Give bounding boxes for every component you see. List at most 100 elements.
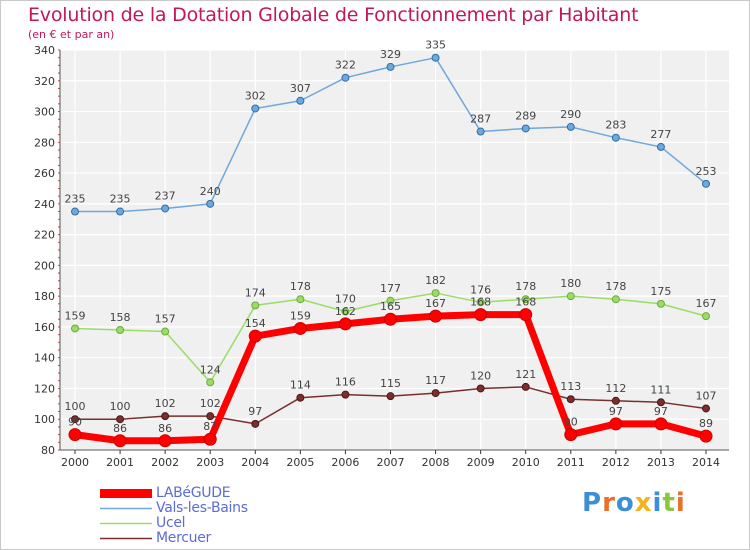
data-point-mercuer[interactable]: [161, 412, 170, 421]
data-point-vals-les-bains[interactable]: [611, 133, 620, 142]
data-point-vals-les-bains[interactable]: [71, 207, 79, 216]
logo-letter: i: [652, 488, 663, 518]
data-point-mercuer[interactable]: [341, 390, 350, 399]
data-point-vals-les-bains[interactable]: [341, 73, 350, 82]
data-point-labegude[interactable]: [474, 308, 488, 322]
data-label-mercuer: 97: [248, 405, 262, 418]
data-label-mercuer: 121: [515, 368, 536, 381]
data-point-labegude[interactable]: [519, 308, 533, 322]
legend-item-vals-les-bains[interactable]: Vals-les-Bains: [100, 501, 248, 516]
data-label-labegude: 168: [470, 296, 491, 309]
data-label-labegude: 90: [564, 416, 578, 429]
data-label-mercuer: 120: [470, 369, 491, 382]
data-point-ucel[interactable]: [611, 295, 620, 304]
data-point-labegude[interactable]: [429, 309, 443, 323]
data-point-ucel[interactable]: [251, 301, 260, 310]
data-label-vals-les-bains: 235: [110, 193, 131, 206]
data-point-ucel[interactable]: [476, 298, 485, 307]
data-point-labegude[interactable]: [113, 434, 127, 448]
data-point-mercuer[interactable]: [566, 395, 575, 404]
data-label-ucel: 180: [560, 277, 581, 290]
data-label-ucel: 178: [515, 280, 536, 293]
data-label-vals-les-bains: 307: [290, 82, 311, 95]
data-label-ucel: 124: [200, 363, 221, 376]
data-label-ucel: 159: [65, 309, 86, 322]
data-point-labegude[interactable]: [203, 432, 217, 446]
data-label-vals-les-bains: 253: [696, 165, 717, 178]
x-tick-label: 2009: [467, 456, 495, 469]
data-point-mercuer[interactable]: [71, 415, 79, 424]
data-point-vals-les-bains[interactable]: [386, 62, 395, 71]
data-point-mercuer[interactable]: [116, 415, 125, 424]
data-label-labegude: 86: [158, 422, 172, 435]
data-point-ucel[interactable]: [566, 292, 575, 301]
data-label-mercuer: 113: [560, 380, 581, 393]
chart-title: Evolution de la Dotation Globale de Fonc…: [28, 4, 639, 26]
data-point-mercuer[interactable]: [251, 419, 260, 428]
x-tick-label: 2005: [286, 456, 314, 469]
data-point-ucel[interactable]: [116, 326, 125, 334]
legend-label-ucel: Ucel: [156, 515, 186, 531]
data-label-ucel: 176: [470, 283, 491, 296]
data-point-labegude[interactable]: [338, 317, 352, 331]
data-point-mercuer[interactable]: [611, 396, 620, 405]
data-point-ucel[interactable]: [431, 289, 440, 298]
data-label-mercuer: 114: [290, 379, 311, 392]
x-tick-label: 2008: [422, 456, 450, 469]
x-tick-label: 2014: [692, 456, 720, 469]
data-point-ucel[interactable]: [386, 296, 395, 305]
data-point-mercuer[interactable]: [656, 398, 665, 407]
data-label-vals-les-bains: 335: [425, 39, 446, 52]
data-label-labegude: 90: [68, 416, 82, 429]
data-label-vals-les-bains: 289: [515, 109, 536, 122]
data-point-labegude[interactable]: [293, 321, 307, 335]
data-point-labegude[interactable]: [384, 312, 397, 326]
y-tick-label: 320: [34, 75, 55, 88]
data-point-vals-les-bains[interactable]: [431, 53, 440, 62]
data-point-vals-les-bains[interactable]: [656, 142, 665, 151]
legend-item-mercuer[interactable]: Mercuer: [100, 531, 248, 546]
proxiti-logo-text: Proxiti: [582, 488, 686, 518]
data-point-mercuer[interactable]: [296, 393, 305, 402]
legend-item-ucel[interactable]: Ucel: [100, 516, 248, 531]
data-point-vals-les-bains[interactable]: [116, 207, 125, 216]
legend-item-labegude[interactable]: LABéGUDE: [100, 486, 248, 501]
data-point-ucel[interactable]: [702, 312, 710, 321]
data-point-ucel[interactable]: [71, 324, 79, 333]
data-point-mercuer[interactable]: [702, 404, 710, 413]
data-point-vals-les-bains[interactable]: [521, 124, 530, 133]
data-point-ucel[interactable]: [341, 307, 350, 316]
data-label-mercuer: 107: [696, 389, 717, 402]
data-point-vals-les-bains[interactable]: [161, 204, 170, 213]
data-point-mercuer[interactable]: [431, 389, 440, 398]
data-point-vals-les-bains[interactable]: [206, 199, 215, 208]
y-tick-label: 340: [34, 44, 55, 57]
data-point-labegude[interactable]: [158, 434, 172, 448]
data-point-ucel[interactable]: [656, 299, 665, 308]
legend-swatch-labegude: [100, 489, 152, 498]
data-point-vals-les-bains[interactable]: [702, 179, 710, 188]
data-point-labegude[interactable]: [564, 428, 578, 442]
data-point-ucel[interactable]: [296, 295, 305, 304]
data-point-mercuer[interactable]: [521, 382, 530, 391]
data-point-mercuer[interactable]: [386, 392, 395, 401]
data-point-ucel[interactable]: [206, 378, 215, 387]
data-label-labegude: 86: [113, 422, 127, 435]
data-point-ucel[interactable]: [161, 327, 170, 336]
data-point-vals-les-bains[interactable]: [476, 127, 485, 136]
data-point-vals-les-bains[interactable]: [251, 104, 260, 113]
data-point-vals-les-bains[interactable]: [296, 96, 305, 105]
data-label-ucel: 175: [650, 285, 671, 298]
y-tick-label: 300: [34, 106, 55, 119]
data-point-labegude[interactable]: [654, 417, 668, 431]
data-point-mercuer[interactable]: [206, 412, 215, 421]
data-label-vals-les-bains: 237: [155, 189, 176, 202]
data-point-ucel[interactable]: [521, 295, 530, 304]
data-point-vals-les-bains[interactable]: [566, 122, 575, 131]
data-label-ucel: 157: [155, 313, 176, 326]
data-point-mercuer[interactable]: [476, 384, 485, 393]
data-point-labegude[interactable]: [699, 429, 713, 443]
data-point-labegude[interactable]: [609, 417, 623, 431]
data-point-labegude[interactable]: [248, 329, 262, 343]
data-point-labegude[interactable]: [68, 428, 82, 442]
